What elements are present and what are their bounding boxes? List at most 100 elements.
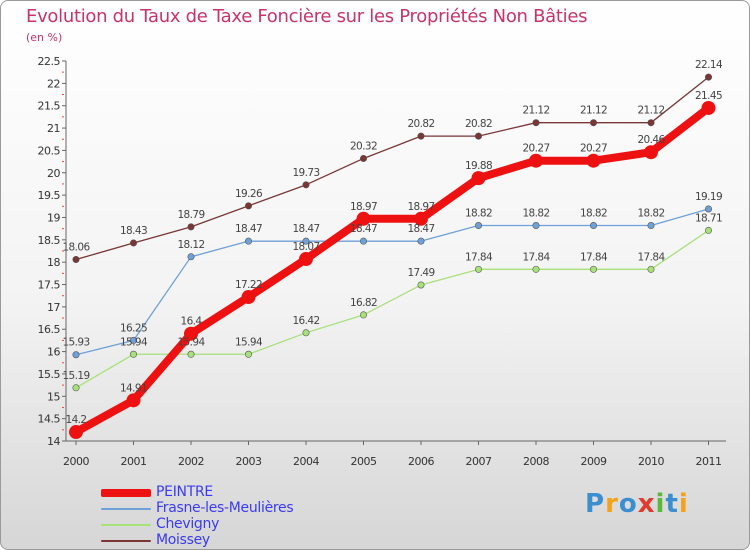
series-line-frasne-les-meuli-res bbox=[75, 208, 710, 356]
legend-item: Frasne-les-Meulières bbox=[101, 500, 401, 517]
legend-label: Chevigny bbox=[156, 516, 220, 532]
data-point bbox=[532, 222, 540, 230]
data-point bbox=[417, 132, 425, 140]
data-point bbox=[647, 265, 655, 273]
data-label: 19.73 bbox=[292, 167, 319, 179]
data-point bbox=[414, 211, 428, 226]
x-tick-label: 2008 bbox=[523, 455, 549, 468]
y-tick-label: 17 bbox=[47, 301, 60, 314]
data-point bbox=[187, 223, 195, 231]
logo-letter: x bbox=[637, 489, 656, 519]
data-label: 20.82 bbox=[465, 118, 492, 130]
data-point bbox=[644, 145, 658, 160]
logo-letter: i bbox=[655, 489, 666, 519]
x-tick-label: 2006 bbox=[408, 455, 434, 468]
data-point bbox=[130, 239, 138, 247]
data-point bbox=[245, 237, 253, 245]
data-point bbox=[474, 265, 482, 273]
data-point bbox=[704, 73, 712, 81]
data-label: 20.27 bbox=[580, 143, 607, 155]
y-tick-label: 14.5 bbox=[38, 413, 61, 426]
legend-swatch bbox=[101, 524, 151, 526]
x-tick-label: 2000 bbox=[63, 455, 89, 468]
x-tick-label: 2001 bbox=[121, 455, 147, 468]
data-point bbox=[72, 351, 80, 359]
data-point bbox=[647, 119, 655, 127]
data-point bbox=[245, 202, 253, 210]
data-point bbox=[187, 350, 195, 358]
data-label: 15.93 bbox=[62, 337, 89, 349]
data-point bbox=[532, 119, 540, 127]
y-tick-label: 17.5 bbox=[38, 279, 61, 292]
y-tick-label: 22 bbox=[47, 77, 60, 90]
series-line-moissey bbox=[75, 76, 710, 261]
series-line-chevigny bbox=[75, 229, 710, 389]
unit-label: (en %) bbox=[26, 31, 63, 44]
y-tick-label: 14 bbox=[47, 435, 60, 448]
x-tick-label: 2009 bbox=[581, 455, 607, 468]
legend-item: Chevigny bbox=[101, 516, 401, 533]
y-tick-label: 15.5 bbox=[38, 368, 61, 381]
data-label: 15.94 bbox=[235, 336, 263, 348]
x-tick-label: 2004 bbox=[293, 455, 319, 468]
data-label: 18.12 bbox=[177, 239, 204, 251]
data-point bbox=[704, 205, 712, 213]
data-point bbox=[302, 237, 310, 245]
legend-swatch bbox=[101, 489, 151, 497]
legend: PEINTRE Frasne-les-Meulières Chevigny Moiss… bbox=[101, 484, 401, 549]
data-point bbox=[474, 222, 482, 230]
data-label: 21.45 bbox=[695, 90, 722, 102]
data-point bbox=[589, 265, 597, 273]
data-point bbox=[130, 350, 138, 358]
legend-label: Frasne-les-Meulières bbox=[156, 500, 294, 516]
data-label: 22.14 bbox=[695, 59, 723, 71]
y-tick-label: 21.5 bbox=[38, 100, 61, 113]
data-point bbox=[187, 253, 195, 261]
data-label: 18.43 bbox=[120, 225, 147, 237]
data-point bbox=[241, 290, 256, 305]
data-point bbox=[359, 154, 367, 162]
legend-label: PEINTRE bbox=[156, 484, 213, 500]
data-label: 16.82 bbox=[350, 297, 377, 309]
data-point bbox=[359, 237, 367, 245]
legend-swatch bbox=[101, 508, 151, 510]
data-label: 17.84 bbox=[522, 251, 550, 263]
y-tick-label: 16.5 bbox=[38, 323, 61, 336]
data-label: 18.79 bbox=[177, 209, 204, 221]
data-label: 19.26 bbox=[235, 188, 263, 200]
data-label: 18.47 bbox=[407, 223, 434, 235]
data-point bbox=[359, 311, 367, 319]
data-label: 18.82 bbox=[465, 208, 492, 220]
data-label: 16.25 bbox=[120, 322, 147, 334]
data-point bbox=[299, 252, 313, 267]
data-label: 15.94 bbox=[177, 336, 205, 348]
data-point bbox=[647, 222, 655, 230]
data-point bbox=[532, 265, 540, 273]
data-point bbox=[302, 329, 310, 337]
logo-letter: i bbox=[678, 489, 689, 519]
data-label: 18.82 bbox=[522, 208, 549, 220]
data-point bbox=[417, 281, 425, 289]
data-label: 17.84 bbox=[465, 251, 493, 263]
data-label: 18.47 bbox=[350, 223, 377, 235]
legend-swatch bbox=[101, 540, 151, 542]
y-tick-label: 20.5 bbox=[38, 144, 61, 157]
data-point bbox=[184, 326, 198, 341]
y-tick-label: 20 bbox=[47, 167, 60, 180]
data-point bbox=[126, 393, 141, 408]
x-tick-label: 2011 bbox=[696, 455, 722, 468]
data-point bbox=[72, 384, 80, 392]
data-point bbox=[474, 132, 482, 140]
data-label: 21.12 bbox=[522, 105, 549, 117]
data-label: 18.71 bbox=[695, 212, 722, 224]
y-tick-label: 18.5 bbox=[38, 234, 61, 247]
data-label: 17.49 bbox=[407, 267, 434, 279]
data-point bbox=[72, 255, 80, 263]
data-label: 18.06 bbox=[62, 241, 90, 253]
data-label: 17.22 bbox=[235, 279, 262, 291]
data-label: 20.46 bbox=[637, 134, 665, 146]
logo-letter: o bbox=[618, 489, 638, 519]
data-label: 17.84 bbox=[637, 251, 665, 263]
data-label: 14.2 bbox=[66, 414, 87, 426]
data-point bbox=[529, 153, 543, 168]
